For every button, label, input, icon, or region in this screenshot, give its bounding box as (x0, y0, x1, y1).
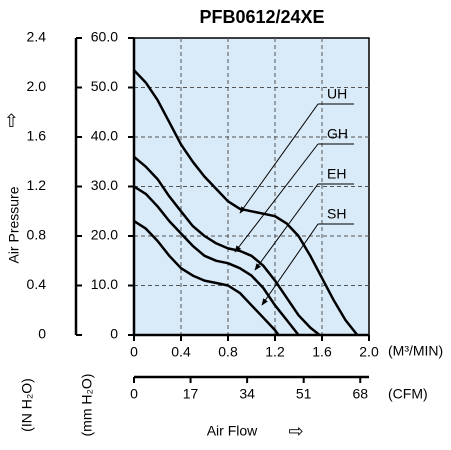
x-tick-label: 1.6 (312, 344, 332, 360)
series-label: EH (327, 166, 346, 182)
y-tick-label: 30.0 (91, 177, 118, 193)
y2-tick-label: 0.8 (27, 227, 47, 243)
y-tick-label: 60.0 (91, 29, 118, 45)
x-unit: (M³/MIN) (388, 343, 443, 359)
x-tick-label: 0 (130, 344, 138, 360)
x-arrow: ⇨ (288, 421, 303, 441)
y2-unit: (IN H₂O) (19, 378, 35, 432)
series-label: SH (327, 206, 346, 222)
curve (133, 185, 300, 336)
chart-title: PFB0612/24XE (199, 7, 324, 27)
y-tick-label: 0 (110, 326, 118, 342)
label-arrow (234, 143, 319, 253)
x-tick-label: 0.4 (171, 344, 191, 360)
y2-tick-label: 0 (38, 326, 46, 342)
y-tick-label: 20.0 (91, 227, 118, 243)
x2-tick-label: 34 (239, 386, 255, 402)
x-tick-label: 1.2 (265, 344, 285, 360)
series-label: UH (327, 86, 347, 102)
series-label: GH (327, 126, 348, 142)
x2-tick-label: 17 (183, 386, 199, 402)
y2-tick-label: 2.0 (27, 78, 47, 94)
y-tick-label: 40.0 (91, 128, 118, 144)
label-arrow (254, 183, 319, 271)
x-tick-label: 0.8 (218, 344, 238, 360)
y-tick-label: 10.0 (91, 276, 118, 292)
y-axis-title: Air Pressure (6, 186, 22, 263)
curve (133, 155, 321, 336)
label-arrow (239, 103, 319, 214)
y2-tick-label: 1.6 (27, 128, 47, 144)
plot-area (133, 37, 370, 336)
x-axis-title: Air Flow (207, 423, 258, 439)
y-unit: (mm H₂O) (79, 374, 95, 437)
x2-unit: (CFM) (388, 386, 428, 402)
x2-tick-label: 51 (296, 386, 312, 402)
x2-tick-label: 68 (352, 386, 368, 402)
y2-tick-label: 2.4 (27, 29, 47, 45)
x-tick-label: 2.0 (359, 344, 379, 360)
curve (133, 220, 280, 336)
y2-tick-label: 0.4 (27, 276, 47, 292)
y2-tick-label: 1.2 (27, 177, 47, 193)
x2-tick-label: 0 (130, 386, 138, 402)
y-tick-label: 50.0 (91, 78, 118, 94)
y-arrow: ⇨ (1, 112, 21, 127)
label-arrow (261, 223, 319, 306)
